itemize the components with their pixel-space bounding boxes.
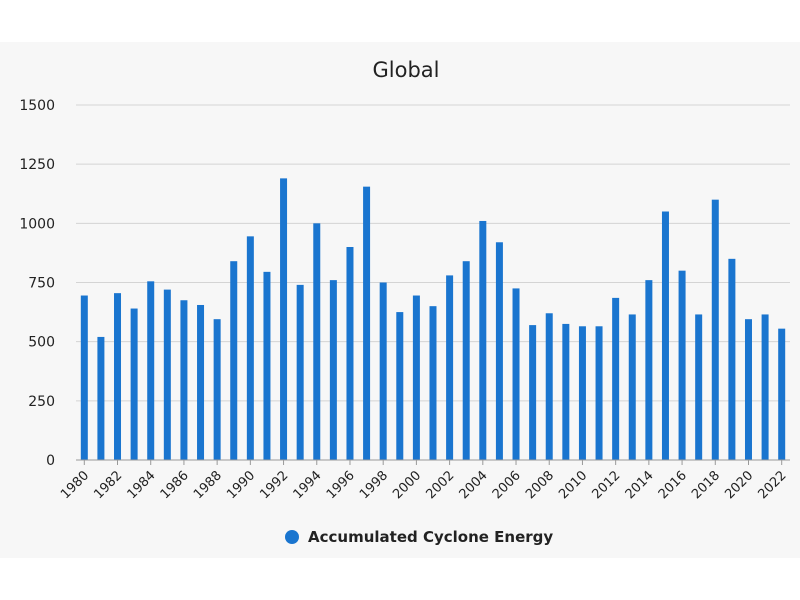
- bar[interactable]: [246, 236, 254, 460]
- bar[interactable]: [512, 288, 520, 460]
- y-tick-label: 750: [28, 276, 55, 292]
- x-tick-label: 1986: [158, 468, 192, 502]
- legend-label: Accumulated Cyclone Energy: [308, 528, 553, 546]
- bar[interactable]: [396, 312, 404, 460]
- x-tick-label: 1982: [91, 468, 125, 502]
- legend[interactable]: Accumulated Cyclone Energy: [285, 528, 553, 546]
- bar[interactable]: [545, 313, 553, 460]
- bar[interactable]: [446, 275, 454, 460]
- x-tick-label: 2022: [756, 468, 790, 502]
- x-tick-label: 2014: [623, 468, 657, 502]
- bar[interactable]: [363, 186, 371, 460]
- bar[interactable]: [661, 211, 669, 461]
- bar[interactable]: [529, 325, 537, 460]
- x-tick-label: 2020: [722, 468, 756, 502]
- bar[interactable]: [612, 297, 620, 460]
- x-tick-label: 1990: [224, 468, 258, 502]
- bar[interactable]: [147, 281, 155, 460]
- bar[interactable]: [479, 220, 487, 460]
- bar[interactable]: [180, 300, 188, 460]
- bar[interactable]: [628, 314, 636, 460]
- bars: [80, 178, 786, 461]
- y-tick-label: 1250: [19, 157, 55, 173]
- bar[interactable]: [379, 282, 387, 461]
- y-tick-label: 250: [28, 394, 55, 410]
- x-tick-label: 2000: [390, 468, 424, 502]
- bar[interactable]: [197, 304, 205, 460]
- x-tick-label: 1994: [291, 468, 325, 502]
- bar[interactable]: [412, 295, 420, 460]
- y-tick-label: 0: [46, 453, 55, 469]
- x-tick-label: 2012: [589, 468, 623, 502]
- bar[interactable]: [313, 223, 321, 460]
- bar[interactable]: [163, 289, 171, 460]
- bar[interactable]: [213, 319, 221, 460]
- bar[interactable]: [114, 293, 122, 460]
- bar[interactable]: [80, 295, 88, 460]
- y-tick-label: 1000: [19, 216, 55, 232]
- bar[interactable]: [562, 323, 570, 460]
- bar[interactable]: [678, 270, 686, 460]
- bar[interactable]: [462, 261, 470, 460]
- y-tick-label: 1500: [19, 98, 55, 114]
- x-axis-ticks: 1980 1982 1984 1986 1988 1990 1992 1994 1996 1998…: [58, 460, 790, 502]
- x-tick-label: 2006: [490, 468, 524, 502]
- bar[interactable]: [346, 247, 354, 460]
- x-tick-label: 2004: [457, 468, 491, 502]
- bar[interactable]: [761, 314, 769, 460]
- bar[interactable]: [645, 280, 653, 460]
- y-axis-ticks: 0 250 500 750 1000 1250 1500: [19, 98, 55, 469]
- bar[interactable]: [695, 314, 703, 460]
- bar[interactable]: [744, 319, 752, 460]
- bar[interactable]: [495, 242, 503, 460]
- bar[interactable]: [578, 326, 586, 460]
- x-tick-label: 2016: [656, 468, 690, 502]
- x-tick-label: 2008: [523, 468, 557, 502]
- x-tick-label: 2010: [556, 468, 590, 502]
- bar[interactable]: [429, 306, 437, 460]
- bar[interactable]: [296, 284, 304, 460]
- legend-marker: [285, 530, 299, 544]
- bar[interactable]: [778, 328, 786, 460]
- bar[interactable]: [711, 199, 719, 460]
- x-tick-label: 1996: [324, 468, 358, 502]
- y-tick-label: 500: [28, 335, 55, 351]
- bar[interactable]: [263, 271, 271, 460]
- x-tick-label: 1980: [58, 468, 92, 502]
- bar[interactable]: [329, 280, 337, 460]
- x-tick-label: 1984: [125, 468, 159, 502]
- x-tick-label: 2018: [689, 468, 723, 502]
- x-tick-label: 1998: [357, 468, 391, 502]
- x-tick-label: 1992: [257, 468, 291, 502]
- bar[interactable]: [97, 336, 105, 460]
- bar[interactable]: [595, 326, 603, 460]
- chart-title: Global: [373, 58, 440, 82]
- bar[interactable]: [130, 308, 138, 460]
- bar[interactable]: [728, 258, 736, 460]
- bar[interactable]: [230, 261, 238, 460]
- bar[interactable]: [280, 178, 288, 460]
- x-tick-label: 2002: [423, 468, 457, 502]
- x-tick-label: 1988: [191, 468, 225, 502]
